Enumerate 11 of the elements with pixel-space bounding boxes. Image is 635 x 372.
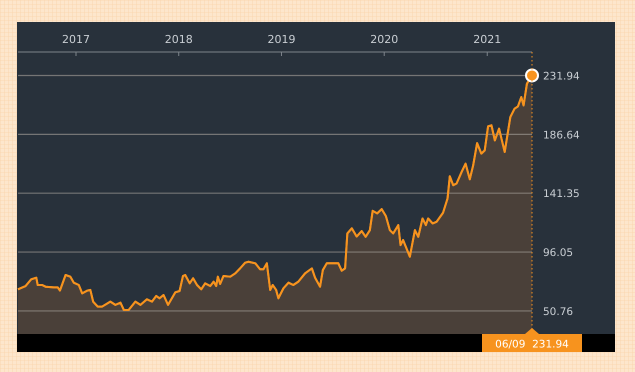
x-tick-label: 2021 [473,33,502,46]
y-tick-label: 141.35 [543,188,580,200]
y-tick-label: 186.64 [543,129,580,142]
y-tick-label: 96.05 [543,247,574,260]
x-tick-label: 2020 [370,33,398,46]
x-tick-label: 2017 [62,33,90,46]
x-tick-label: 2019 [267,33,296,46]
y-tick-label: 231.94 [543,70,580,82]
y-tick-label: 50.76 [543,306,574,318]
x-tick-label: 2018 [164,33,193,46]
ref-line-label: 06/09 231.94 [495,338,570,350]
